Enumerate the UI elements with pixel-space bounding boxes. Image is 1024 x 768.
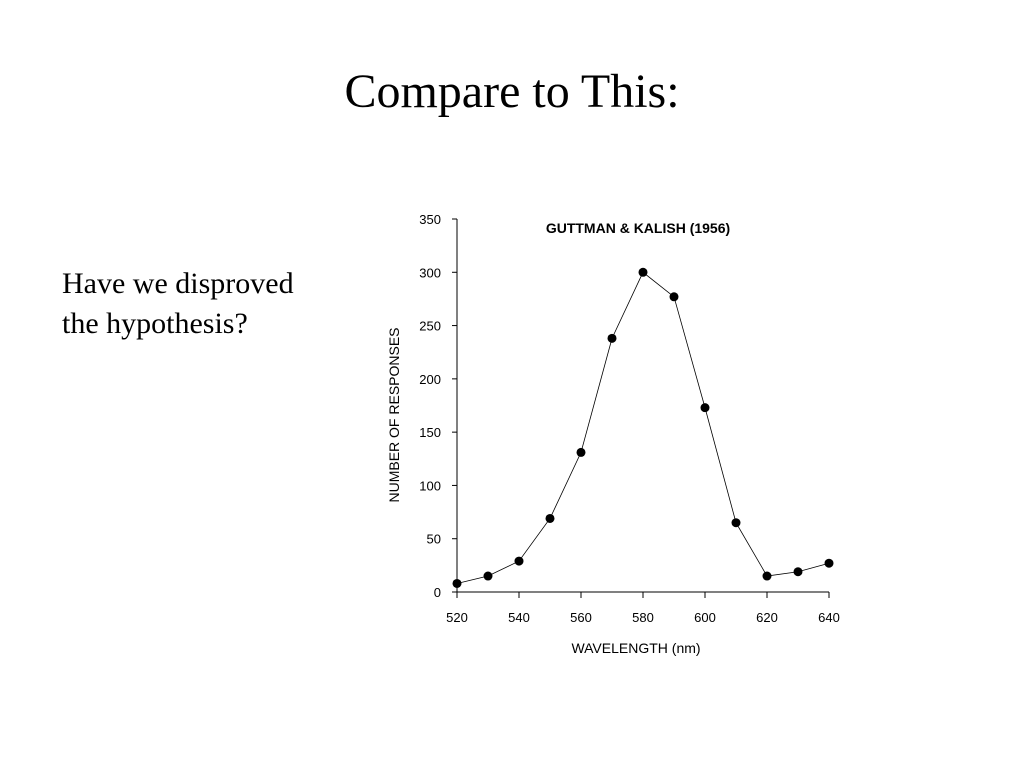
y-axis-label: NUMBER OF RESPONSES [386, 327, 402, 502]
x-tick-label: 540 [508, 610, 530, 625]
x-tick-label: 560 [570, 610, 592, 625]
data-point [669, 292, 679, 302]
y-tick-label: 250 [419, 319, 441, 334]
data-point [545, 513, 555, 523]
data-point [607, 333, 617, 343]
y-tick-label: 100 [419, 478, 441, 493]
body-text: Have we disproved the hypothesis? [62, 264, 362, 344]
y-tick-label: 200 [419, 372, 441, 387]
y-tick-label: 350 [419, 212, 441, 227]
data-point [638, 267, 648, 277]
data-point [793, 567, 803, 577]
series-line [456, 271, 830, 584]
data-point [700, 403, 710, 413]
x-axis-label: WAVELENGTH (nm) [571, 640, 700, 656]
data-point [483, 571, 493, 581]
y-tick-label: 50 [427, 532, 441, 547]
body-line-1: Have we disproved [62, 267, 294, 300]
x-tick-label: 640 [818, 610, 840, 625]
data-point [762, 571, 772, 581]
y-tick-label: 300 [419, 265, 441, 280]
data-point [514, 556, 524, 566]
y-tick-label: 150 [419, 425, 441, 440]
body-line-2: the hypothesis? [62, 307, 248, 340]
data-point [731, 518, 741, 528]
x-tick-label: 600 [694, 610, 716, 625]
chart-title: GUTTMAN & KALISH (1956) [546, 220, 730, 236]
x-tick-label: 580 [632, 610, 654, 625]
y-tick-label: 0 [434, 585, 441, 600]
data-point [824, 558, 834, 568]
x-tick-label: 620 [756, 610, 778, 625]
slide-title: Compare to This: [344, 65, 680, 118]
x-tick-label: 520 [446, 610, 468, 625]
data-point [452, 578, 462, 588]
data-point [576, 447, 586, 457]
